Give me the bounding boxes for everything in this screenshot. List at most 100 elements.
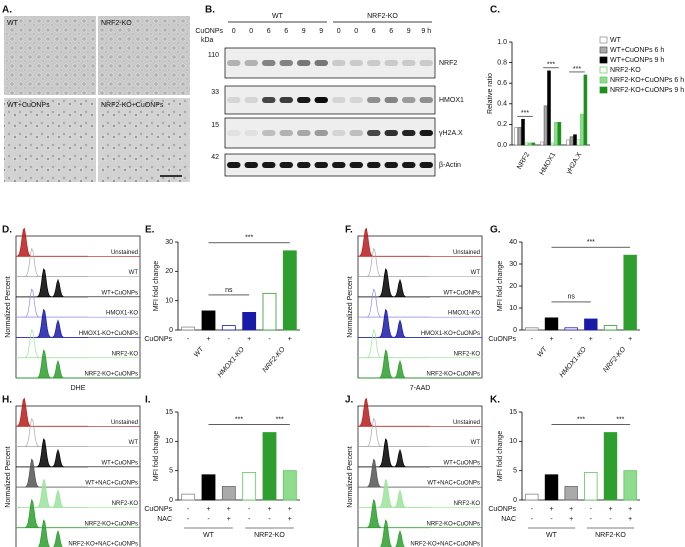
histogram-curve	[16, 329, 88, 359]
group-label: NRF2-KO	[254, 532, 285, 539]
y-axis-label: Normalized Percent	[5, 446, 12, 508]
band	[262, 97, 276, 103]
panel-letter: H.	[2, 395, 12, 406]
bar	[201, 474, 216, 501]
bar	[544, 317, 559, 331]
band	[419, 97, 433, 103]
histogram-curve	[16, 288, 88, 318]
row-label: WT+CuONPs	[443, 460, 480, 466]
row-label: WT	[471, 270, 481, 276]
sign: +	[206, 506, 210, 513]
bar	[242, 311, 257, 331]
lane-label: 0	[337, 28, 341, 35]
row-label: WT	[471, 440, 481, 446]
bar	[564, 486, 578, 501]
y-tick-label: 1.0	[497, 39, 507, 46]
band	[297, 130, 311, 136]
y-axis-label: MFI fold change	[497, 431, 504, 481]
band	[227, 60, 241, 66]
band	[384, 60, 398, 66]
legend-swatch	[599, 76, 608, 84]
band	[402, 97, 416, 103]
histogram-curve	[358, 247, 430, 277]
micrograph	[4, 16, 96, 95]
bar	[557, 122, 562, 146]
histogram-curve	[16, 478, 88, 508]
panel-letter: C.	[490, 5, 500, 16]
band	[332, 97, 346, 103]
histogram-curve	[16, 247, 88, 277]
legend-label: NRF2-KO	[610, 67, 641, 74]
bar	[580, 113, 584, 146]
row-label: CuONPs	[488, 336, 516, 343]
lane-label: 6	[389, 28, 393, 35]
row-label: NRF2-KO	[112, 501, 139, 507]
histogram-curve	[358, 417, 430, 447]
row-label: CuONPs	[488, 506, 516, 513]
y-tick-label: 15	[509, 409, 517, 416]
bar	[623, 254, 637, 331]
significance: ***	[547, 62, 555, 69]
legend-swatch	[599, 46, 608, 54]
bar	[550, 142, 555, 146]
row-label: Unstained	[111, 250, 138, 256]
y-tick-label: 5	[513, 468, 517, 475]
row-label: WT+NAC+CuONPs	[427, 481, 480, 487]
x-axis-label: DHE	[71, 385, 86, 392]
bar	[262, 292, 277, 331]
lane-label: 9	[407, 28, 411, 35]
legend-label: WT	[610, 37, 622, 44]
bar	[282, 250, 297, 331]
protein-label: HMOX1	[439, 97, 464, 104]
x-tick-label: HMOX1	[539, 151, 558, 176]
bar	[566, 139, 570, 146]
bar	[573, 134, 577, 146]
band	[314, 162, 328, 168]
panel-letter: F.	[345, 225, 353, 236]
bar	[584, 472, 598, 501]
histogram-curve	[379, 519, 405, 547]
band	[227, 97, 241, 103]
sign: +	[288, 336, 292, 343]
band	[402, 60, 416, 66]
band	[367, 97, 381, 103]
bar	[524, 142, 529, 146]
kda-label: kDa	[201, 37, 214, 44]
x-tick-label: NRF2	[516, 151, 531, 170]
legend-swatch	[599, 36, 608, 44]
sign: -	[187, 506, 190, 513]
group-label: WT	[203, 532, 215, 539]
bar	[540, 141, 544, 146]
x-tick-label: γH2A.X	[565, 151, 583, 175]
histogram-frame	[15, 405, 141, 547]
panel-letter: A.	[2, 5, 12, 16]
legend-label: WT+CuONPs 9 h	[610, 57, 664, 64]
significance: ***	[235, 416, 243, 423]
lane-label: 9 h	[421, 28, 431, 35]
band	[227, 130, 241, 136]
kda-value: 33	[211, 89, 219, 96]
row-label: NRF2-KO+CuONPs	[426, 521, 480, 527]
panel-letter: G.	[490, 225, 501, 236]
kda-value: 42	[211, 154, 219, 161]
blot	[224, 47, 436, 79]
row-label: HMOX1-KO+CuONPs	[421, 331, 480, 337]
bar	[554, 122, 558, 146]
row-label: NRF2-KO+CuONPs	[426, 372, 480, 378]
sign: -	[228, 336, 231, 343]
band	[244, 130, 258, 136]
sign: -	[268, 516, 271, 523]
sign: -	[550, 516, 553, 523]
sign: -	[590, 506, 593, 513]
band	[244, 162, 258, 168]
y-axis-label: MFI fold change	[497, 261, 504, 311]
band	[244, 60, 258, 66]
y-tick-label: 0	[513, 497, 517, 504]
blot	[224, 117, 436, 149]
row-label: NAC	[501, 516, 516, 523]
band	[314, 130, 328, 136]
row-label: HMOX1-KO	[106, 311, 138, 317]
group-label: WT	[546, 532, 558, 539]
lane-label: 0	[249, 28, 253, 35]
bar	[181, 493, 196, 501]
